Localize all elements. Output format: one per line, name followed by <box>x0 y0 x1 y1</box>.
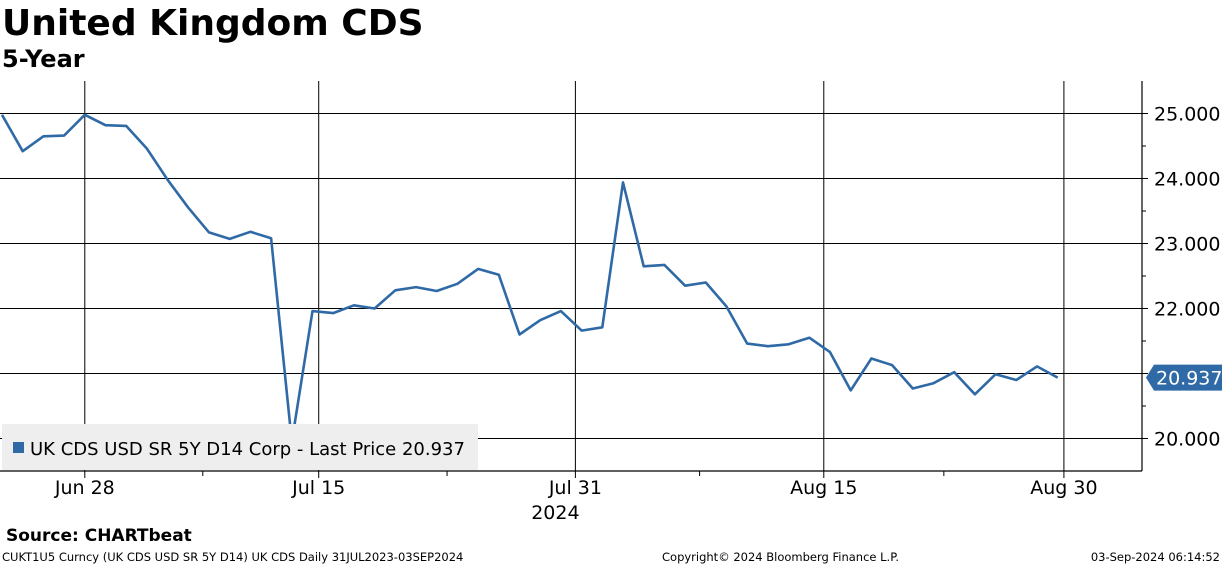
legend-swatch <box>13 442 24 453</box>
x-tick-label: Jun 28 <box>54 477 115 499</box>
timestamp: 03-Sep-2024 06:14:52 <box>1090 550 1220 564</box>
x-tick-label: Jul 31 <box>548 477 602 499</box>
chart-title: United Kingdom CDS <box>2 3 424 44</box>
last-value-label: 20.937 <box>1156 368 1222 390</box>
x-tick-label: Aug 30 <box>1030 477 1097 499</box>
chart-subtitle: 5-Year <box>2 45 85 73</box>
y-tick-label: 20.000 <box>1154 429 1220 451</box>
y-tick-label: 22.000 <box>1154 299 1220 321</box>
y-tick-label: 24.000 <box>1154 169 1220 191</box>
legend-box <box>2 424 478 470</box>
copyright: Copyright© 2024 Bloomberg Finance L.P. <box>662 550 899 564</box>
x-tick-label: Jul 15 <box>291 477 345 499</box>
y-tick-label: 23.000 <box>1154 234 1220 256</box>
y-tick-label: 25.000 <box>1154 104 1220 126</box>
source-label: Source: CHARTbeat <box>6 526 192 546</box>
last-value-marker <box>1146 364 1222 391</box>
x-year-label: 2024 <box>531 502 579 524</box>
legend-label: UK CDS USD SR 5Y D14 Corp - Last Price 2… <box>30 439 465 460</box>
ticker-info: CUKT1U5 Curncy (UK CDS USD SR 5Y D14) UK… <box>2 550 464 564</box>
x-tick-label: Aug 15 <box>790 477 857 499</box>
series-line <box>0 113 1059 444</box>
